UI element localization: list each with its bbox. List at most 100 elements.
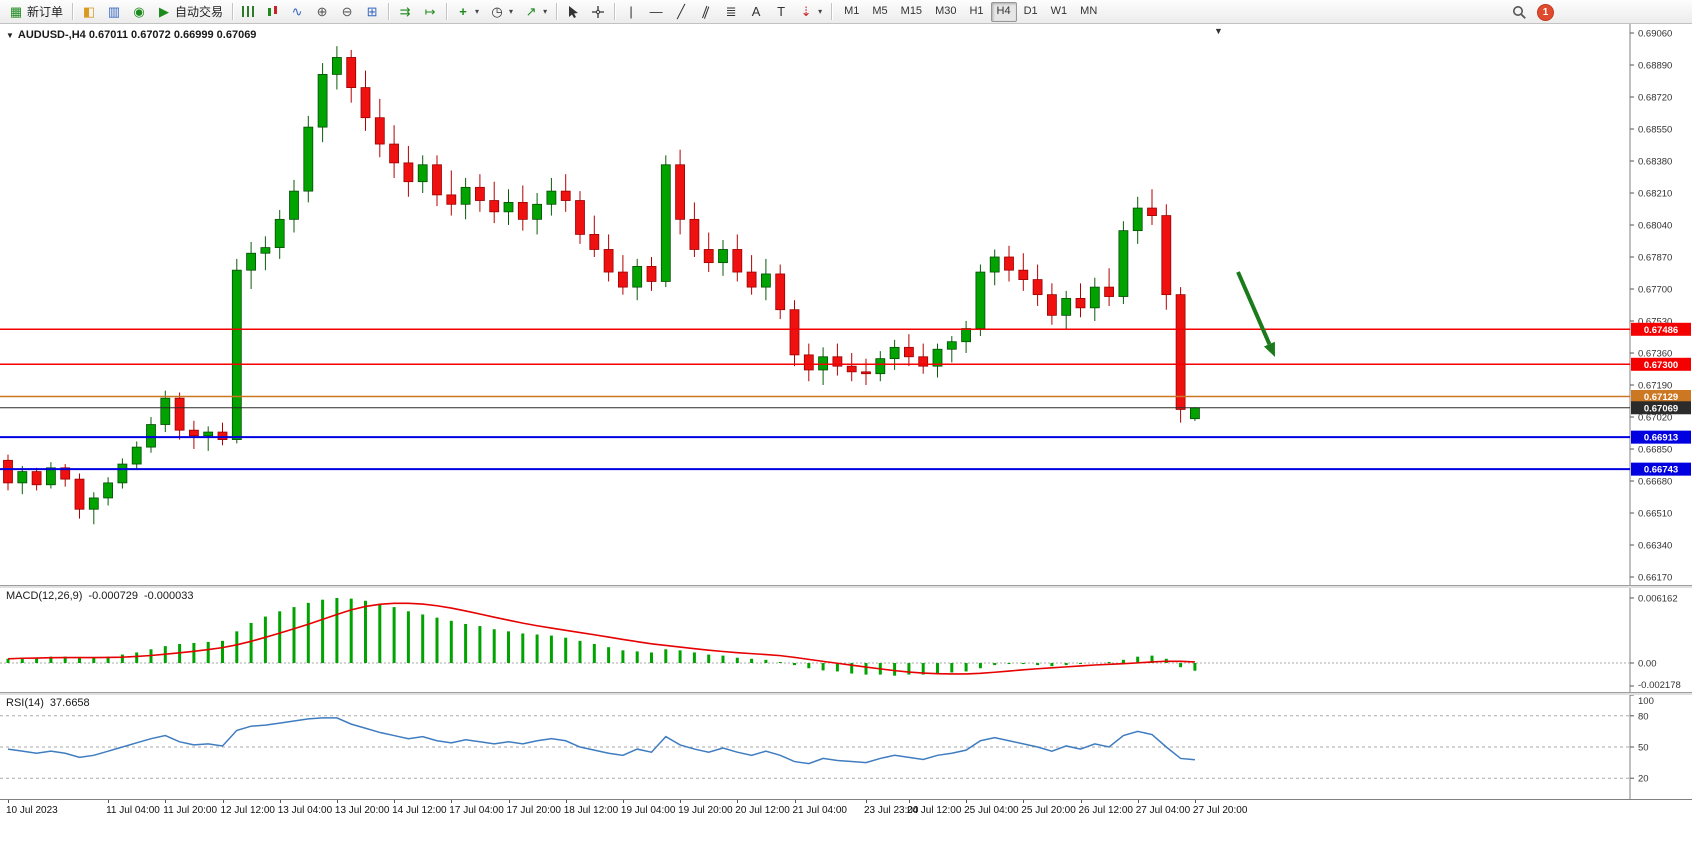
channel-tool-button[interactable]: ∥ [694,2,718,22]
annotation-arrow [1236,271,1275,357]
zoom-out-button[interactable]: ⊖ [335,2,359,22]
time-label: 20 Jul 12:00 [735,805,790,816]
svg-text:0.67190: 0.67190 [1638,381,1672,392]
vertical-line-tool-button[interactable]: | [619,2,643,22]
svg-text:0.00: 0.00 [1638,659,1657,670]
tf-button-w1[interactable]: W1 [1050,4,1068,17]
crosshair-tool-button[interactable] [586,2,610,22]
text-tool-button[interactable]: A [744,2,768,22]
text-tool-icon: A [751,4,761,19]
svg-text:0.68720: 0.68720 [1638,93,1672,104]
cursor-icon [569,5,579,18]
toolbar-separator [556,3,558,20]
new-chart-icon: + [459,4,467,19]
svg-text:0.006162: 0.006162 [1638,594,1678,605]
macd-histogram [6,598,1197,676]
cursor-tool-button[interactable] [561,2,585,22]
svg-text:100: 100 [1638,696,1654,707]
macd-panel[interactable]: 0.006162 0.00 -0.002178 [0,588,1692,692]
auto-trading-button[interactable]: ▶ 自动交易 [152,2,228,22]
new-order-label: 新订单 [27,5,64,19]
fibonacci-tool-button[interactable]: ≣ [719,2,743,22]
arrows-tool-button[interactable]: ⇣ ▾ [794,2,827,22]
auto-scroll-button[interactable]: ⇉ [393,2,417,22]
svg-text:0.66680: 0.66680 [1638,477,1672,488]
time-axis[interactable]: 10 Jul 2023 11 Jul 04:00 11 Jul 20:00 12 Ju… [0,799,1692,821]
notification-badge[interactable]: 1 [1537,4,1554,21]
time-tick [336,800,338,803]
tile-windows-button[interactable]: ⊞ [360,2,384,22]
vertical-line-icon: | [629,4,633,19]
chart-shift-icon: ↦ [424,4,436,19]
tf-button-m1[interactable]: M1 [844,4,860,17]
chevron-down-icon: ▾ [543,7,548,16]
trendline-tool-button[interactable]: ╱ [669,2,693,22]
toolbar-separator [831,3,833,20]
time-tick [794,800,796,803]
svg-text:0.68040: 0.68040 [1638,221,1672,232]
chevron-down-icon: ▾ [818,7,823,16]
fibonacci-icon: ≣ [725,4,737,19]
svg-text:80: 80 [1638,711,1649,722]
channel-icon: ∥ [700,3,712,20]
label-tool-button[interactable]: T [769,2,793,22]
tf-button-m30[interactable]: M30 [935,4,957,17]
chart-shift-button[interactable]: ↦ [418,2,442,22]
time-tick [394,800,396,803]
panel-separator[interactable] [0,692,1692,695]
tf-button-m5[interactable]: M5 [872,4,888,17]
zoom-in-button[interactable]: ⊕ [310,2,334,22]
chart-menu-icon[interactable]: ▼ [6,31,14,40]
main-chart-panel[interactable]: 0.69060 0.68890 0.68720 0.68550 0.68380 0.682… [0,24,1692,585]
candle-chart-mode-button[interactable] [261,2,284,22]
tf-button-m15[interactable]: M15 [900,4,923,17]
navigator-button[interactable]: ◉ [127,2,151,22]
time-label: 10 Jul 2023 [6,805,58,816]
indicators-button[interactable]: ↗ ▾ [519,2,552,22]
time-tick [565,800,567,803]
data-window-button[interactable]: ▥ [102,2,126,22]
toolbar-right-group: 1 [1512,4,1554,21]
panel-separator[interactable] [0,585,1692,588]
new-order-button[interactable]: ▦ 新订单 [4,2,68,22]
time-tick [165,800,167,803]
time-label: 25 Jul 04:00 [964,805,1019,816]
new-chart-button[interactable]: + ▾ [451,2,484,22]
period-button[interactable]: ◷ ▾ [485,2,518,22]
svg-text:0.66170: 0.66170 [1638,573,1672,584]
time-label: 17 Jul 20:00 [506,805,562,816]
symbol-ohlc-label: ▼ AUDUSD-,H4 0.67011 0.67072 0.66999 0.67… [6,29,257,41]
toolbar: ▦ 新订单 ◧ ▥ ◉ ▶ 自动交易 ∿ ⊕ ⊖ ⊞ ⇉ ↦ + ▾ ◷ ▾ ↗… [0,0,1692,24]
chart-shift-marker[interactable]: ▼ [1214,26,1223,36]
time-tick [737,800,739,803]
tf-button-mn[interactable]: MN [1080,4,1098,17]
time-label: 11 Jul 20:00 [163,805,218,816]
tf-button-h4[interactable]: H4 [990,1,1017,22]
time-label: 25 Jul 20:00 [1021,805,1076,816]
time-label: 27 Jul 04:00 [1135,805,1191,816]
tf-button-h1[interactable]: H1 [969,4,984,17]
candles-layer [3,46,1200,525]
bar-chart-mode-button[interactable] [237,2,260,22]
svg-text:50: 50 [1638,743,1649,754]
time-tick [966,800,968,803]
rsi-panel[interactable]: 100 80 50 20 [0,695,1692,799]
time-tick [1080,800,1082,803]
svg-text:0.67129: 0.67129 [1644,392,1678,403]
time-label: 11 Jul 04:00 [106,805,160,816]
horizontal-line-tool-button[interactable]: — [644,2,668,22]
toolbar-separator [446,3,448,20]
svg-text:0.69060: 0.69060 [1638,29,1672,40]
tf-button-d1[interactable]: D1 [1023,4,1038,17]
time-label: 27 Jul 20:00 [1192,805,1248,816]
svg-text:0.66850: 0.66850 [1638,445,1672,456]
indicators-icon: ↗ [525,4,537,19]
toolbar-separator [232,3,234,20]
line-chart-mode-button[interactable]: ∿ [285,2,309,22]
search-icon[interactable] [1512,5,1527,20]
macd-signal-line [7,602,1195,675]
time-label: 14 Jul 12:00 [392,805,447,816]
label-tool-icon: T [777,4,786,19]
market-watch-button[interactable]: ◧ [77,2,101,22]
